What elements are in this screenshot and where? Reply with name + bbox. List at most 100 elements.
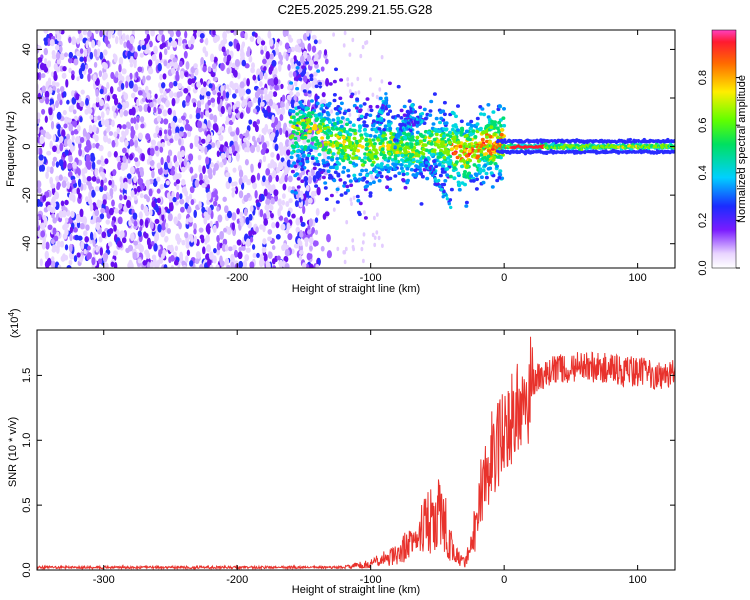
spectrogram-cell	[262, 238, 267, 245]
spectrogram-cell	[355, 194, 360, 199]
spectrogram-cell	[56, 111, 62, 120]
spectrogram-cell	[220, 152, 226, 160]
spectrogram-cell	[302, 205, 306, 215]
spectrogram-cell	[343, 30, 347, 36]
spectrogram-cell	[102, 71, 108, 80]
spectrogram-cell	[301, 154, 306, 158]
spectrogram-cell	[481, 180, 486, 185]
spectrogram-cell	[276, 255, 281, 261]
spectrogram-cell	[206, 244, 211, 253]
spectrogram-cell	[288, 120, 293, 124]
spectrogram-cell	[278, 141, 284, 151]
spectrogram-cell	[267, 262, 271, 268]
spectrogram-cell	[139, 218, 144, 226]
spectrogram-cell	[119, 108, 124, 118]
spectrogram-cell	[184, 202, 189, 210]
spectrogram-cell	[72, 161, 77, 169]
spectrogram-cell	[85, 40, 89, 49]
spectrogram-cell	[409, 167, 414, 172]
spectrogram-cell	[134, 122, 139, 131]
spectrogram-cell	[391, 115, 396, 119]
spectrogram-cell	[348, 132, 353, 137]
spectrogram-cell	[143, 104, 149, 113]
spectrogram-cell	[284, 174, 288, 183]
spectrogram-cell	[132, 212, 138, 220]
spectrogram-cell	[308, 236, 314, 245]
spectrogram-cell	[471, 179, 476, 183]
spectrogram-cell	[330, 158, 335, 162]
spectrogram-cell	[273, 189, 279, 197]
spectrogram-cell	[57, 264, 62, 268]
spectrogram-cell	[160, 157, 164, 166]
spectrogram-cell	[317, 39, 322, 45]
spectrogram-cell	[130, 189, 135, 198]
spectrogram-cell	[271, 258, 276, 265]
spectrogram-cell	[45, 241, 50, 250]
spectrogram-cell	[459, 149, 464, 153]
spectrogram-cell	[433, 170, 437, 175]
spectrogram-cell	[79, 101, 85, 107]
spectrogram-cell	[296, 185, 301, 189]
spectrogram-cell	[323, 142, 328, 147]
spectrogram-cell	[363, 156, 368, 160]
spectrogram-cell	[469, 124, 474, 128]
spectrogram-cell	[300, 84, 305, 92]
spectrogram-cell	[184, 231, 189, 239]
spectrogram-cell	[419, 134, 424, 138]
spectrogram-cell	[299, 145, 304, 149]
spectrogram-cell	[338, 178, 343, 182]
spectrogram-cell	[132, 58, 137, 65]
spectrogram-cell	[139, 193, 144, 199]
spectrogram-cell	[345, 130, 350, 134]
spectrogram-cell	[98, 236, 103, 243]
spectrogram-cell	[300, 122, 305, 127]
spectrogram-cell	[93, 48, 98, 58]
spectrogram-cell	[40, 230, 46, 238]
spectrogram-cell	[442, 150, 447, 154]
spectrogram-cell	[68, 154, 73, 163]
spectrogram-cell	[676, 151, 679, 154]
spectrogram-cell	[161, 213, 165, 222]
spectrogram-cell	[171, 67, 176, 75]
spectrogram-cell	[203, 216, 208, 225]
spectrogram-cell	[39, 62, 46, 71]
spectrogram-cell	[216, 234, 220, 243]
spectrogram-cell	[290, 99, 295, 104]
spectrogram-cell	[102, 134, 109, 143]
spectrogram-cell	[113, 54, 118, 63]
spectrogram-cell	[313, 162, 318, 166]
spectrogram-cell	[432, 92, 437, 96]
spectrogram-cell	[220, 85, 225, 93]
spectrogram-cell	[330, 109, 333, 114]
spectrogram-cell	[42, 194, 47, 202]
spectrogram-cell	[491, 158, 496, 162]
spectrogram-cell	[282, 160, 288, 167]
spectrogram-cell	[244, 159, 249, 166]
spectrogram-cell	[95, 101, 100, 108]
spectrogram-cell	[336, 246, 340, 252]
spectrogram-cell	[72, 188, 77, 195]
spectrogram-cell	[341, 135, 346, 140]
spectrogram-cell	[150, 240, 155, 247]
spectrogram-cell	[124, 139, 129, 147]
spectrogram-cell	[306, 252, 311, 261]
spectrogram-cell	[263, 45, 268, 52]
spectrogram-cell	[380, 55, 384, 60]
spectrogram-cell	[346, 108, 351, 113]
spectrogram-cell	[229, 131, 236, 137]
spectrogram-cell	[37, 198, 41, 207]
spectrogram-cell	[147, 67, 153, 75]
spectrogram-cell	[399, 166, 404, 171]
spectrogram-cell	[314, 63, 319, 69]
spectrogram-cell	[326, 135, 330, 139]
spectrogram-cell	[421, 147, 426, 151]
spectrogram-cell	[304, 106, 309, 110]
spectrogram-cell	[310, 156, 315, 160]
spectrogram-cell	[108, 241, 113, 248]
spectrogram-cell	[323, 186, 328, 190]
spectrogram-cell	[318, 81, 322, 86]
spectrogram-cell	[252, 121, 257, 128]
spectrogram-cell	[236, 208, 240, 215]
spectrogram-cell	[316, 130, 321, 135]
spectrogram-cell	[163, 161, 168, 171]
